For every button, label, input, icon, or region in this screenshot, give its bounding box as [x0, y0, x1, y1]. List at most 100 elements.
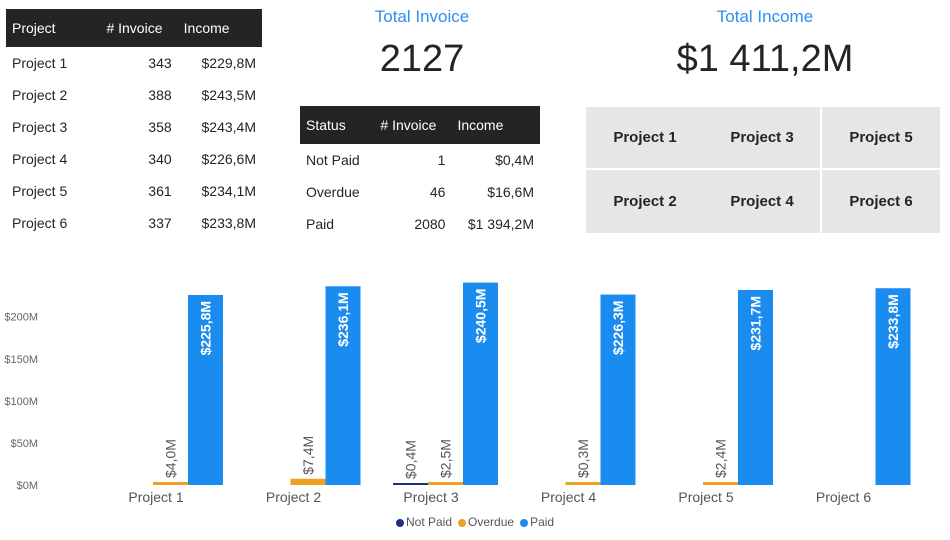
- cell-invoice: 361: [148, 183, 172, 199]
- table-header-row: Project # Invoice Income: [6, 9, 262, 47]
- x-tick-label: Project 3: [403, 489, 458, 505]
- data-label-paid: $225,8M: [198, 301, 214, 355]
- cell-invoice: 340: [148, 151, 172, 167]
- bar-not-paid: [393, 483, 428, 485]
- x-tick-label: Project 2: [266, 489, 321, 505]
- data-label-overdue: $7,4M: [300, 436, 316, 475]
- column-header[interactable]: Income: [451, 106, 540, 144]
- projects-table: Project # Invoice Income Project 1 343 $…: [6, 9, 262, 239]
- table-row[interactable]: Project 2 388 $243,5M: [6, 79, 262, 111]
- x-tick-label: Project 4: [541, 489, 596, 505]
- table-row[interactable]: Project 3 358 $243,4M: [6, 111, 262, 143]
- slicer-tile-project-2[interactable]: Project 2: [586, 170, 704, 233]
- table-row[interactable]: Project 6 337 $233,8M: [6, 207, 262, 239]
- bar-paid: [463, 282, 498, 485]
- total-income-title: Total Income: [716, 7, 814, 26]
- total-invoice-title: Total Invoice: [374, 7, 470, 26]
- bar-overdue: [290, 478, 326, 485]
- table-row[interactable]: Project 4 340 $226,6M: [6, 143, 262, 175]
- table-header-row: Status # Invoice Income: [300, 106, 540, 144]
- column-header[interactable]: Status: [300, 106, 375, 144]
- slicer-tile-project-1[interactable]: Project 1: [586, 107, 704, 170]
- y-tick-label: $100M: [4, 396, 38, 408]
- table-row[interactable]: Project 1 343 $229,8M: [6, 47, 262, 79]
- cell-status: Overdue: [306, 184, 360, 200]
- cell-income: $243,4M: [201, 119, 256, 135]
- column-header[interactable]: # Invoice: [91, 9, 178, 47]
- cell-income: $233,8M: [201, 215, 256, 231]
- status-table: Status # Invoice Income Not Paid 1 $0,4M…: [300, 106, 540, 240]
- paid-dot-icon: [520, 518, 529, 527]
- data-label-paid: $236,1M: [335, 292, 351, 346]
- column-header[interactable]: Project: [6, 9, 92, 47]
- cell-project: Project 1: [12, 55, 68, 71]
- data-label-overdue: $2,5M: [438, 439, 454, 478]
- table-row[interactable]: Overdue 46 $16,6M: [300, 176, 540, 208]
- bar-paid: [875, 288, 911, 485]
- cell-income: $1 394,2M: [467, 216, 534, 232]
- income-by-status-chart: $0M $50M $100M $150M $200M $4,0M $225,8M Projec…: [4, 282, 911, 505]
- bar-overdue: [565, 482, 601, 485]
- data-label-paid: $240,5M: [473, 289, 489, 343]
- y-tick-label: $200M: [4, 312, 38, 324]
- column-header[interactable]: Income: [177, 9, 262, 47]
- cell-project: Project 3: [12, 119, 68, 135]
- x-tick-label: Project 1: [128, 489, 183, 505]
- bar-paid: [738, 289, 773, 485]
- data-label-paid: $233,8M: [885, 294, 901, 348]
- cell-income: $0,4M: [495, 152, 534, 168]
- legend-label: Not Paid: [406, 515, 453, 529]
- data-label-not-paid: $0,4M: [403, 440, 419, 479]
- data-label-overdue: $2,4M: [713, 439, 729, 478]
- legend-label: Paid: [530, 515, 555, 529]
- slicer-tile-project-5[interactable]: Project 5: [822, 107, 940, 170]
- bar-paid: [325, 286, 361, 485]
- bar-overdue: [428, 482, 463, 485]
- x-tick-label: Project 6: [816, 489, 871, 505]
- legend-item-not-paid[interactable]: Not Paid: [396, 515, 452, 529]
- data-label-paid: $231,7M: [748, 296, 764, 350]
- legend-item-overdue[interactable]: Overdue: [458, 515, 514, 529]
- slicer-tile-project-3[interactable]: Project 3: [704, 107, 822, 170]
- slicer-tile-project-6[interactable]: Project 6: [822, 170, 940, 233]
- bar-overdue: [153, 482, 188, 485]
- cell-invoice: 337: [148, 215, 172, 231]
- x-tick-label: Project 5: [678, 489, 733, 505]
- y-tick-label: $50M: [10, 438, 38, 450]
- cell-invoice: 2080: [414, 216, 446, 232]
- table-row[interactable]: Project 5 361 $234,1M: [6, 175, 262, 207]
- slicer-tile-project-4[interactable]: Project 4: [704, 170, 822, 233]
- cell-project: Project 2: [12, 87, 68, 103]
- total-invoice-value: 2127: [379, 38, 465, 80]
- not-paid-dot-icon: [396, 518, 404, 527]
- cell-income: $229,8M: [201, 55, 256, 71]
- bar-overdue: [703, 482, 738, 485]
- cell-project: Project 4: [12, 151, 68, 167]
- cell-status: Paid: [306, 216, 335, 232]
- cell-income: $243,5M: [201, 87, 256, 103]
- cell-income: $226,6M: [201, 151, 256, 167]
- bar-paid: [188, 294, 223, 485]
- table-row[interactable]: Paid 2080 $1 394,2M: [300, 208, 540, 240]
- cell-invoice: 46: [429, 184, 446, 200]
- cell-status: Not Paid: [306, 152, 360, 168]
- cell-invoice: 1: [437, 152, 446, 168]
- cell-invoice: 388: [148, 87, 172, 103]
- cell-project: Project 5: [12, 183, 68, 199]
- bar-paid: [600, 294, 636, 485]
- legend-label: Overdue: [468, 515, 515, 529]
- legend-item-paid[interactable]: Paid: [520, 515, 554, 529]
- y-tick-label: $150M: [4, 354, 38, 366]
- data-label-paid: $226,3M: [610, 301, 626, 355]
- total-income-value: $1 411,2M: [676, 38, 854, 80]
- overdue-dot-icon: [458, 518, 467, 527]
- cell-invoice: 343: [148, 55, 172, 71]
- column-header[interactable]: # Invoice: [374, 106, 452, 144]
- project-slicer: Project 1 Project 3 Project 5 Project 2 …: [586, 107, 940, 233]
- cell-income: $16,6M: [487, 184, 534, 200]
- cell-income: $234,1M: [201, 183, 256, 199]
- cell-project: Project 6: [12, 215, 68, 231]
- table-row[interactable]: Not Paid 1 $0,4M: [300, 144, 540, 176]
- chart-legend: Not Paid Overdue Paid: [396, 515, 554, 529]
- data-label-overdue: $0,3M: [575, 439, 591, 478]
